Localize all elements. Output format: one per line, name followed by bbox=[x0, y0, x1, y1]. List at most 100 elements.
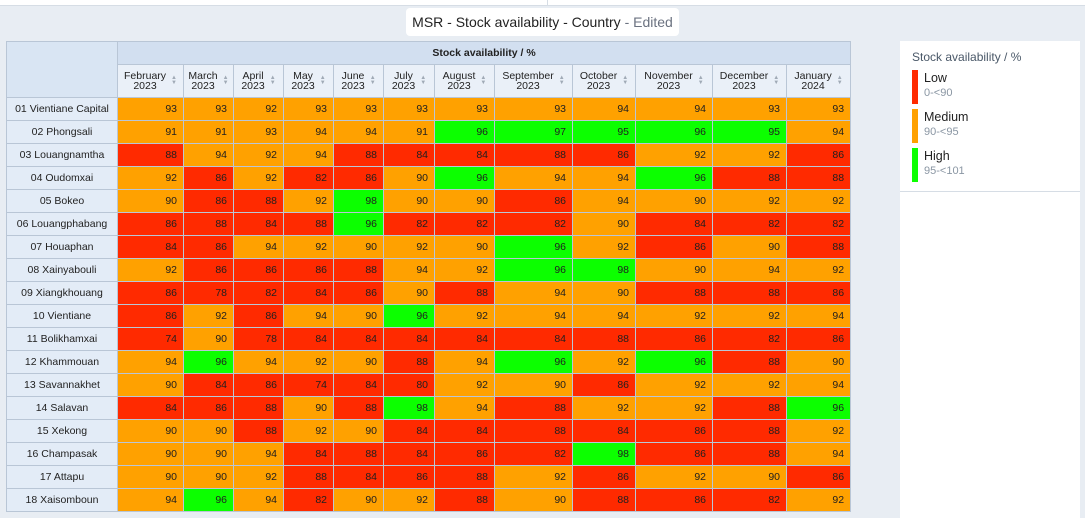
value-cell[interactable]: 92 bbox=[283, 189, 334, 213]
row-label[interactable]: 08 Xainyabouli bbox=[6, 258, 118, 282]
value-cell[interactable]: 96 bbox=[635, 120, 713, 144]
value-cell[interactable]: 86 bbox=[572, 465, 636, 489]
value-cell[interactable]: 92 bbox=[712, 373, 787, 397]
value-cell[interactable]: 90 bbox=[117, 442, 184, 466]
value-cell[interactable]: 92 bbox=[434, 373, 495, 397]
value-cell[interactable]: 94 bbox=[183, 143, 234, 167]
row-label[interactable]: 13 Savannakhet bbox=[6, 373, 118, 397]
sort-icon[interactable]: ▲ ▼ bbox=[773, 75, 780, 86]
value-cell[interactable]: 92 bbox=[635, 143, 713, 167]
value-cell[interactable]: 97 bbox=[494, 120, 573, 144]
value-cell[interactable]: 88 bbox=[233, 396, 284, 420]
value-cell[interactable]: 84 bbox=[434, 419, 495, 443]
value-cell[interactable]: 88 bbox=[635, 281, 713, 305]
value-cell[interactable]: 74 bbox=[117, 327, 184, 351]
value-cell[interactable]: 96 bbox=[494, 258, 573, 282]
value-cell[interactable]: 90 bbox=[333, 304, 384, 328]
value-cell[interactable]: 88 bbox=[283, 465, 334, 489]
value-cell[interactable]: 90 bbox=[333, 419, 384, 443]
value-cell[interactable]: 88 bbox=[712, 166, 787, 190]
value-cell[interactable]: 88 bbox=[572, 327, 636, 351]
value-cell[interactable]: 94 bbox=[712, 258, 787, 282]
row-label[interactable]: 18 Xaisomboun bbox=[6, 488, 118, 512]
value-cell[interactable]: 88 bbox=[333, 396, 384, 420]
value-cell[interactable]: 88 bbox=[785, 166, 852, 190]
value-cell[interactable]: 86 bbox=[117, 281, 184, 305]
value-cell[interactable]: 90 bbox=[494, 373, 573, 397]
value-cell[interactable]: 82 bbox=[434, 212, 495, 236]
value-cell[interactable]: 94 bbox=[785, 373, 852, 397]
value-cell[interactable]: 94 bbox=[283, 120, 334, 144]
value-cell[interactable]: 93 bbox=[183, 97, 234, 121]
value-cell[interactable]: 86 bbox=[785, 327, 852, 351]
value-cell[interactable]: 88 bbox=[712, 396, 787, 420]
sort-icon[interactable]: ▲ ▼ bbox=[222, 75, 229, 86]
value-cell[interactable]: 78 bbox=[183, 281, 234, 305]
value-cell[interactable]: 82 bbox=[233, 281, 284, 305]
value-cell[interactable]: 90 bbox=[283, 396, 334, 420]
value-cell[interactable]: 90 bbox=[635, 258, 713, 282]
value-cell[interactable]: 94 bbox=[494, 304, 573, 328]
sort-icon[interactable]: ▲ ▼ bbox=[319, 75, 326, 86]
page-title[interactable]: MSR - Stock availability - Country - Edi… bbox=[406, 8, 679, 36]
value-cell[interactable]: 92 bbox=[434, 304, 495, 328]
value-cell[interactable]: 88 bbox=[183, 212, 234, 236]
value-cell[interactable]: 86 bbox=[183, 189, 234, 213]
value-cell[interactable]: 82 bbox=[712, 488, 787, 512]
value-cell[interactable]: 94 bbox=[572, 166, 636, 190]
value-cell[interactable]: 86 bbox=[635, 442, 713, 466]
value-cell[interactable]: 82 bbox=[785, 212, 852, 236]
value-cell[interactable]: 84 bbox=[117, 396, 184, 420]
value-cell[interactable]: 93 bbox=[712, 97, 787, 121]
value-cell[interactable]: 84 bbox=[333, 327, 384, 351]
value-cell[interactable]: 96 bbox=[383, 304, 435, 328]
value-cell[interactable]: 88 bbox=[383, 350, 435, 374]
value-cell[interactable]: 84 bbox=[333, 465, 384, 489]
value-cell[interactable]: 94 bbox=[494, 281, 573, 305]
row-label[interactable]: 16 Champasak bbox=[6, 442, 118, 466]
value-cell[interactable]: 86 bbox=[183, 258, 234, 282]
value-cell[interactable]: 90 bbox=[183, 465, 234, 489]
value-cell[interactable]: 84 bbox=[283, 327, 334, 351]
value-cell[interactable]: 90 bbox=[383, 166, 435, 190]
value-cell[interactable]: 92 bbox=[383, 235, 435, 259]
value-cell[interactable]: 82 bbox=[494, 212, 573, 236]
sort-icon[interactable]: ▲ ▼ bbox=[836, 75, 843, 86]
value-cell[interactable]: 82 bbox=[712, 327, 787, 351]
value-cell[interactable]: 95 bbox=[572, 120, 636, 144]
value-cell[interactable]: 86 bbox=[572, 373, 636, 397]
value-cell[interactable]: 90 bbox=[434, 189, 495, 213]
value-cell[interactable]: 90 bbox=[117, 189, 184, 213]
value-cell[interactable]: 93 bbox=[383, 97, 435, 121]
value-cell[interactable]: 86 bbox=[635, 327, 713, 351]
value-cell[interactable]: 92 bbox=[283, 419, 334, 443]
value-cell[interactable]: 88 bbox=[283, 212, 334, 236]
value-cell[interactable]: 93 bbox=[333, 97, 384, 121]
value-cell[interactable]: 86 bbox=[785, 465, 852, 489]
value-cell[interactable]: 92 bbox=[712, 304, 787, 328]
value-cell[interactable]: 96 bbox=[333, 212, 384, 236]
value-cell[interactable]: 90 bbox=[183, 419, 234, 443]
value-cell[interactable]: 88 bbox=[712, 419, 787, 443]
row-label[interactable]: 06 Louangphabang bbox=[6, 212, 118, 236]
value-cell[interactable]: 86 bbox=[117, 304, 184, 328]
row-label[interactable]: 02 Phongsali bbox=[6, 120, 118, 144]
value-cell[interactable]: 92 bbox=[283, 350, 334, 374]
value-cell[interactable]: 90 bbox=[333, 488, 384, 512]
value-cell[interactable]: 94 bbox=[283, 304, 334, 328]
sort-icon[interactable]: ▲ ▼ bbox=[558, 75, 565, 86]
month-header[interactable]: August 2023 ▲ ▼ bbox=[434, 64, 495, 98]
value-cell[interactable]: 92 bbox=[712, 189, 787, 213]
row-label[interactable]: 12 Khammouan bbox=[6, 350, 118, 374]
value-cell[interactable]: 84 bbox=[283, 281, 334, 305]
month-header[interactable]: April 2023 ▲ ▼ bbox=[233, 64, 284, 98]
row-label[interactable]: 10 Vientiane bbox=[6, 304, 118, 328]
value-cell[interactable]: 84 bbox=[383, 419, 435, 443]
month-header[interactable]: October 2023 ▲ ▼ bbox=[572, 64, 636, 98]
value-cell[interactable]: 92 bbox=[785, 419, 852, 443]
value-cell[interactable]: 94 bbox=[572, 304, 636, 328]
value-cell[interactable]: 88 bbox=[785, 235, 852, 259]
value-cell[interactable]: 90 bbox=[183, 327, 234, 351]
value-cell[interactable]: 82 bbox=[283, 488, 334, 512]
value-cell[interactable]: 84 bbox=[333, 373, 384, 397]
